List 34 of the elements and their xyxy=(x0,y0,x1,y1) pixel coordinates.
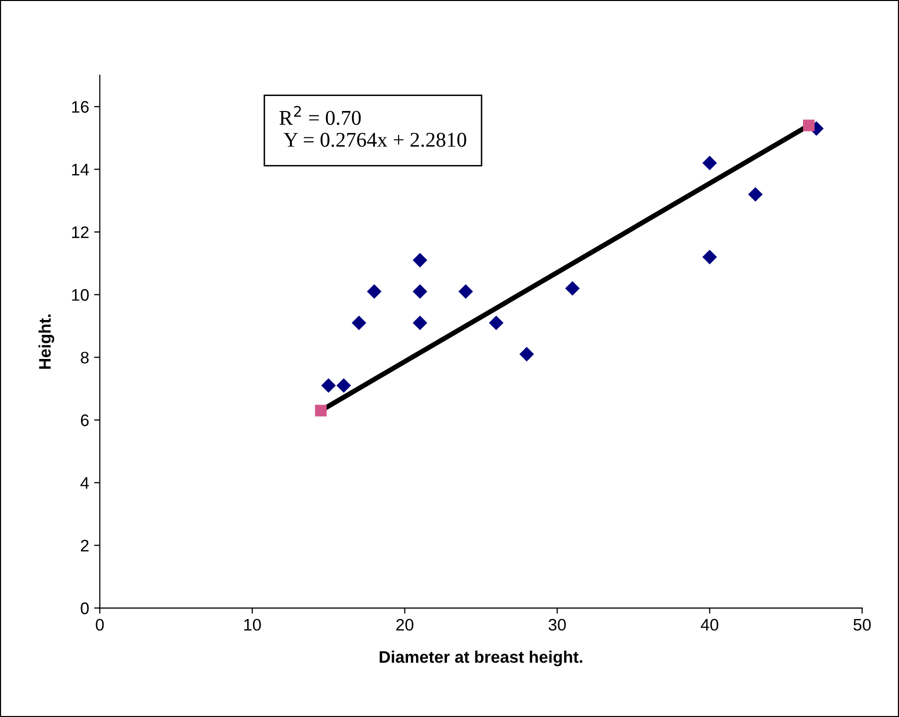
x-tick-label: 50 xyxy=(854,618,871,631)
x-tick-label: 40 xyxy=(700,618,718,631)
y-tick-label: 0 xyxy=(80,602,89,614)
x-tick-label: 30 xyxy=(548,618,566,631)
x-tick-label: 0 xyxy=(96,618,104,631)
y-tick-label: 4 xyxy=(80,477,89,489)
point xyxy=(702,156,717,170)
point xyxy=(702,250,717,264)
y-tick-label: 6 xyxy=(80,414,89,426)
point xyxy=(366,284,382,299)
y-tick-label: 12 xyxy=(72,226,89,238)
point xyxy=(802,120,815,132)
point xyxy=(519,346,534,362)
y-tick-label: 14 xyxy=(72,164,89,176)
point xyxy=(315,404,327,416)
y-tick-label: 10 xyxy=(72,289,89,301)
point xyxy=(748,187,763,202)
point xyxy=(336,378,352,393)
point xyxy=(412,316,428,330)
y-tick-label: 8 xyxy=(80,352,89,364)
y-tick-label: 16 xyxy=(72,101,89,113)
x-tick-label: 10 xyxy=(244,618,261,631)
point xyxy=(321,378,336,393)
annotation: R$^{2}$ = 0.70 Y = 0.2764x + 2.2810 xyxy=(280,106,466,147)
point xyxy=(488,316,504,330)
y-axis-title: Height. xyxy=(38,314,54,369)
x-tick-label: 20 xyxy=(396,618,414,631)
point xyxy=(352,316,366,330)
point xyxy=(412,284,428,299)
point xyxy=(565,281,580,296)
x-axis-title: Diameter at breast height. xyxy=(380,650,582,666)
y-tick-label: 2 xyxy=(80,540,89,552)
point xyxy=(412,252,428,268)
point xyxy=(458,284,473,299)
